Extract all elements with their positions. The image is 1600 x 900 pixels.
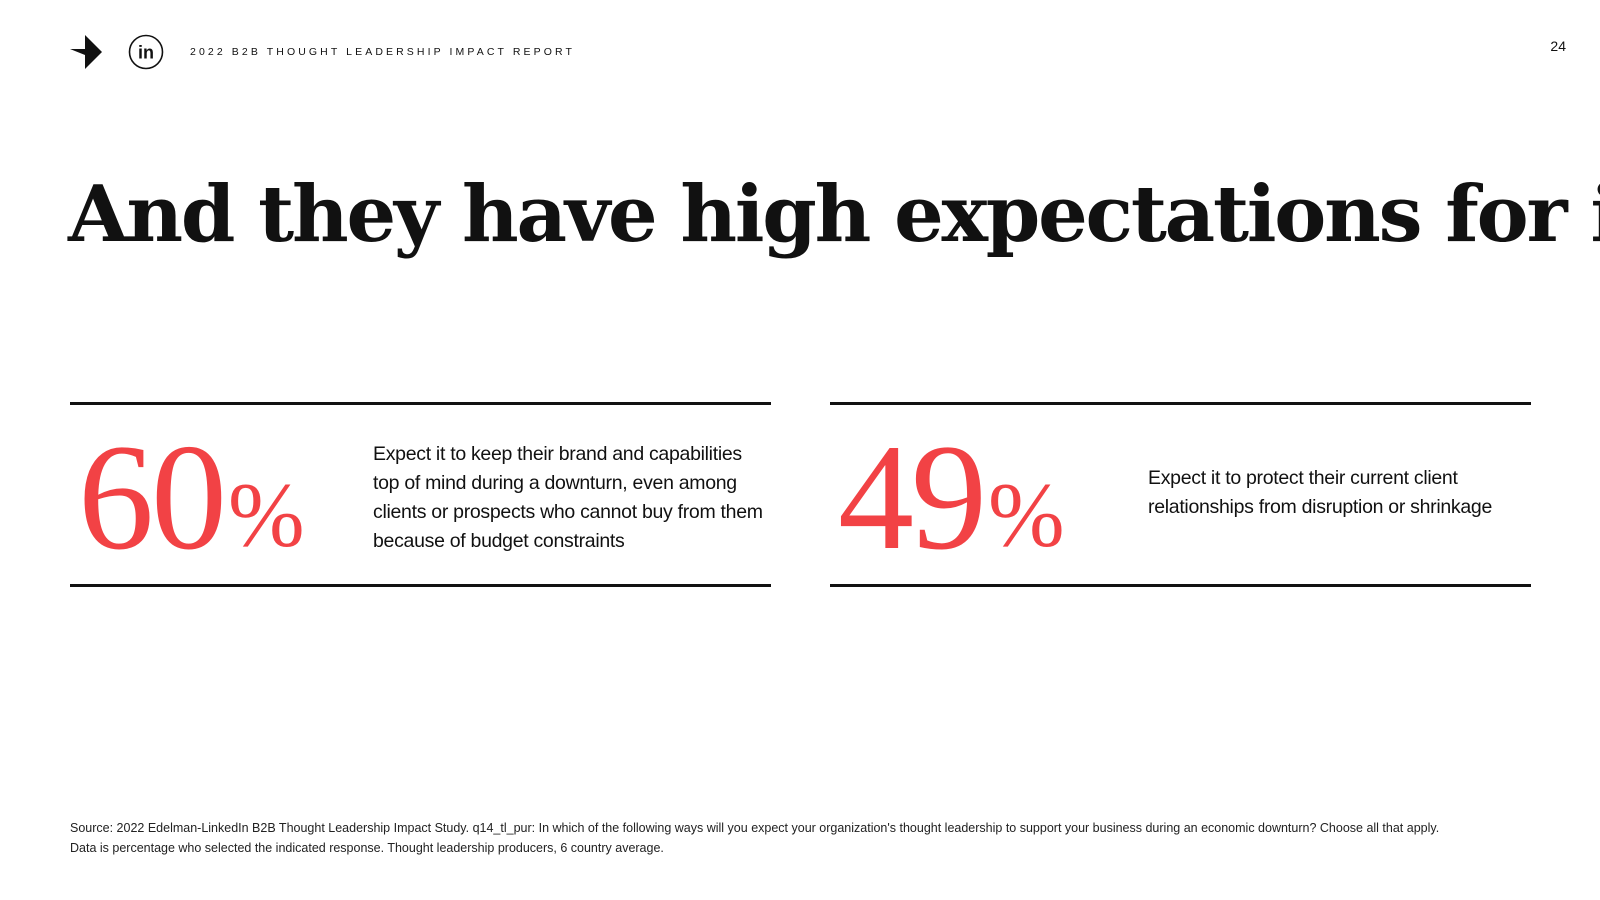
stat-card-client-relationships: 49 % Expect it to protect their current … <box>830 402 1531 587</box>
stat-value: 49 <box>838 413 987 581</box>
stat-description: Expect it to keep their brand and capabi… <box>373 443 763 552</box>
stat-percent-sign: % <box>988 464 1065 566</box>
page-number: 24 <box>1550 38 1566 54</box>
source-footnote: Source: 2022 Edelman-LinkedIn B2B Though… <box>70 819 1550 858</box>
arrow-logo-icon <box>70 35 102 69</box>
footnote-data-line: Data is percentage who selected the indi… <box>70 840 664 855</box>
stat-card-brand-awareness: 60 % Expect it to keep their brand and c… <box>70 402 771 587</box>
stat-figure: 60 % <box>78 421 305 573</box>
report-title: 2022 B2B THOUGHT LEADERSHIP IMPACT REPOR… <box>190 46 576 58</box>
report-header: in 2022 B2B THOUGHT LEADERSHIP IMPACT RE… <box>70 34 1530 70</box>
page-headline: And they have high expectations for it. <box>68 169 1600 260</box>
stat-value: 60 <box>78 413 227 581</box>
linkedin-icon-text: in <box>138 43 154 63</box>
footnote-source-line: Source: 2022 Edelman-LinkedIn B2B Though… <box>70 821 1440 835</box>
stat-figure: 49 % <box>838 421 1065 573</box>
stat-description: Expect it to protect their current clien… <box>1148 467 1492 518</box>
stat-percent-sign: % <box>228 464 305 566</box>
linkedin-icon[interactable]: in <box>128 34 164 70</box>
